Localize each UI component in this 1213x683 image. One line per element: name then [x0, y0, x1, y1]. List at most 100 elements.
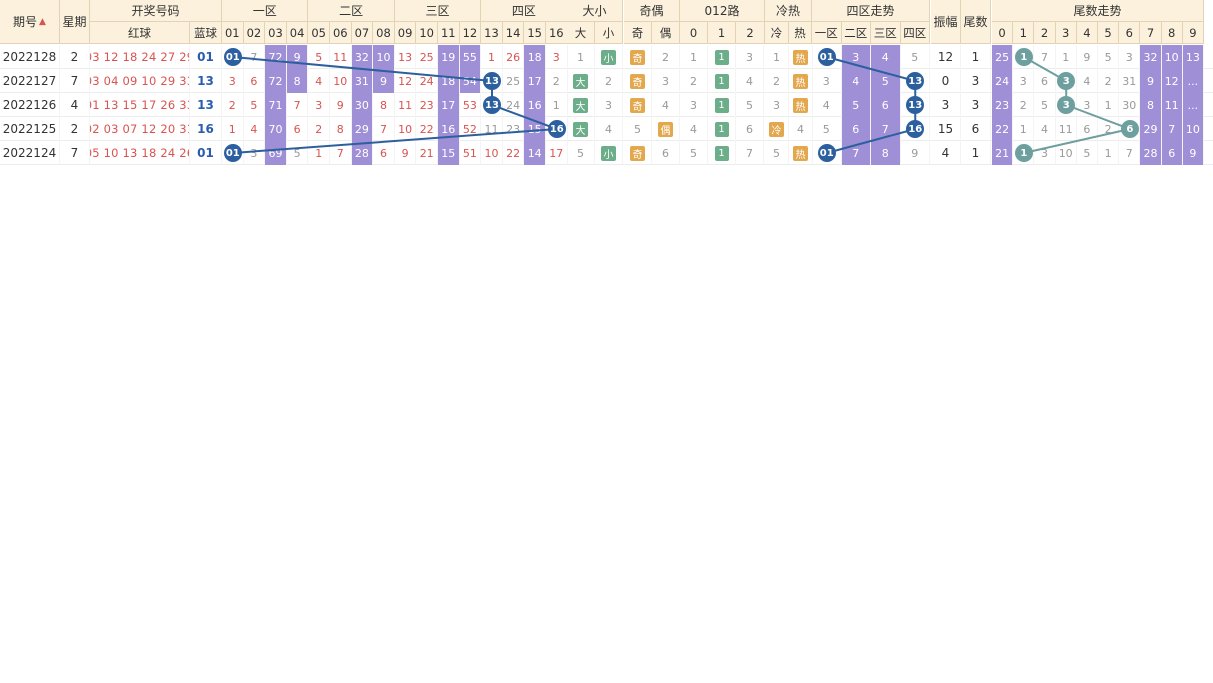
parity-badge-icon: 奇	[630, 49, 645, 65]
table-row: 2022126 4 01 13 15 17 26 33 13 2 5 71 7 3 9 30 8 11 2…	[0, 93, 1213, 117]
number-miss-cell: 11	[481, 117, 503, 141]
header-zone1: 一区	[222, 0, 309, 22]
number-miss-cell: 12	[395, 69, 417, 93]
number-miss-cell: 72	[265, 69, 287, 93]
header-num-02: 02	[243, 22, 266, 44]
header-num-08: 08	[373, 22, 395, 44]
period-cell: 2022127	[0, 69, 60, 93]
number-miss-cell: 5	[308, 45, 330, 69]
tail-miss-cell: 5	[1077, 141, 1098, 165]
number-miss-cell: 71	[265, 93, 287, 117]
number-miss-cell: 22	[503, 141, 525, 165]
size-badge-icon: 大	[573, 73, 588, 89]
mod-cell: 1	[708, 45, 736, 69]
mod-cell: 1	[708, 117, 736, 141]
mod-cell: 1	[708, 69, 736, 93]
tail-miss-cell: 31	[1119, 69, 1141, 93]
tail-miss-cell: 5	[1098, 45, 1120, 69]
mod-badge-icon: 1	[714, 73, 729, 89]
tail-miss-cell: 9	[1077, 45, 1098, 69]
amplitude-cell: 3	[931, 93, 961, 117]
header-tail: 尾数	[961, 0, 991, 44]
tail-miss-cell: 28	[1140, 141, 1162, 165]
number-miss-cell: 8	[286, 69, 309, 93]
hotcold-cell: 5	[765, 141, 789, 165]
blue-ball-marker: 13	[483, 96, 501, 114]
size-cell: 3	[595, 93, 623, 117]
tail-cell: 3	[961, 93, 991, 117]
number-miss-cell: 1	[308, 141, 330, 165]
header-mod012: 012路	[680, 0, 765, 22]
blue-ball-cell: 01	[190, 141, 222, 165]
tail-miss-cell: 3	[1119, 45, 1141, 69]
size-cell: 小	[595, 141, 623, 165]
tail-miss-cell: 10	[1161, 45, 1183, 69]
number-miss-cell: 19	[438, 45, 460, 69]
size-badge-icon: 小	[601, 49, 616, 65]
size-cell: 4	[595, 117, 623, 141]
parity-cell: 4	[652, 93, 680, 117]
zone-trend-cell: 4	[841, 69, 871, 93]
tail-hit-cell	[1119, 117, 1141, 141]
number-miss-cell: 6	[287, 117, 309, 141]
number-miss-cell: 16	[524, 93, 546, 117]
size-cell: 1	[567, 45, 595, 69]
blue-ball-cell: 01	[190, 45, 222, 69]
tail-miss-cell: 7	[1161, 117, 1183, 141]
parity-cell: 奇	[624, 141, 652, 165]
number-miss-cell: 29	[351, 117, 374, 141]
hotcold-cell: 冷	[765, 117, 789, 141]
tail-miss-cell: 30	[1119, 93, 1141, 117]
header-num-05: 05	[308, 22, 330, 44]
blue-ball-cell: 16	[190, 117, 222, 141]
zone-trend-cell	[901, 93, 930, 117]
blue-ball-cell: 13	[190, 69, 222, 93]
size-cell: 大	[567, 69, 595, 93]
number-miss-cell: 24	[503, 93, 525, 117]
size-badge-icon: 小	[601, 145, 616, 161]
number-miss-cell: 7	[244, 45, 266, 69]
number-miss-cell: 9	[330, 93, 352, 117]
number-miss-cell: 28	[351, 141, 374, 165]
header-tail-col: 9	[1182, 22, 1204, 44]
header-parity: 奇偶	[624, 0, 680, 22]
header-zone-col: 二区	[841, 22, 871, 44]
weekday-cell: 2	[60, 117, 90, 141]
number-miss-cell: 6	[244, 69, 266, 93]
number-miss-cell: 30	[351, 93, 374, 117]
size-badge-icon: 大	[573, 97, 588, 113]
mod-cell: 5	[680, 141, 708, 165]
number-miss-cell: 7	[330, 141, 352, 165]
number-miss-cell: 10	[481, 141, 503, 165]
zone-trend-cell: 3	[812, 69, 842, 93]
amplitude-cell: 15	[931, 117, 961, 141]
mod-cell: 1	[708, 93, 736, 117]
header-zone2: 二区	[308, 0, 395, 22]
size-cell: 小	[595, 45, 623, 69]
tail-miss-cell: 10	[1182, 117, 1204, 141]
header-zone3: 三区	[394, 0, 482, 22]
tail-miss-cell: 5	[1034, 93, 1056, 117]
mod-badge-icon: 1	[714, 121, 729, 137]
number-miss-cell: 26	[503, 45, 525, 69]
header-num-03: 03	[265, 22, 287, 44]
zone-trend-cell: 7	[871, 117, 901, 141]
tail-miss-cell: 3	[1013, 69, 1035, 93]
tail-miss-cell: 1	[1056, 45, 1077, 69]
hotcold-badge-icon: 热	[793, 49, 808, 65]
number-miss-cell: 53	[460, 93, 482, 117]
tail-ball-marker: 6	[1120, 120, 1139, 138]
mod-cell: 1	[708, 141, 736, 165]
header-zonetrend: 四区走势	[812, 0, 930, 22]
zone-ball-marker: 01	[817, 144, 836, 162]
header-period[interactable]: 期号 ▲	[0, 0, 60, 44]
tail-miss-cell: ...	[1182, 69, 1204, 93]
red-balls-cell: 02 03 07 12 20 31	[90, 117, 190, 141]
tail-ball-marker: 1	[1014, 144, 1033, 162]
sort-icon[interactable]: ▲	[39, 16, 46, 27]
tail-miss-cell: 2	[1098, 69, 1120, 93]
mod-cell: 7	[736, 141, 764, 165]
header-num-16: 16	[546, 22, 568, 44]
number-miss-cell: 3	[546, 45, 568, 69]
blue-ball-marker: 13	[483, 72, 501, 90]
